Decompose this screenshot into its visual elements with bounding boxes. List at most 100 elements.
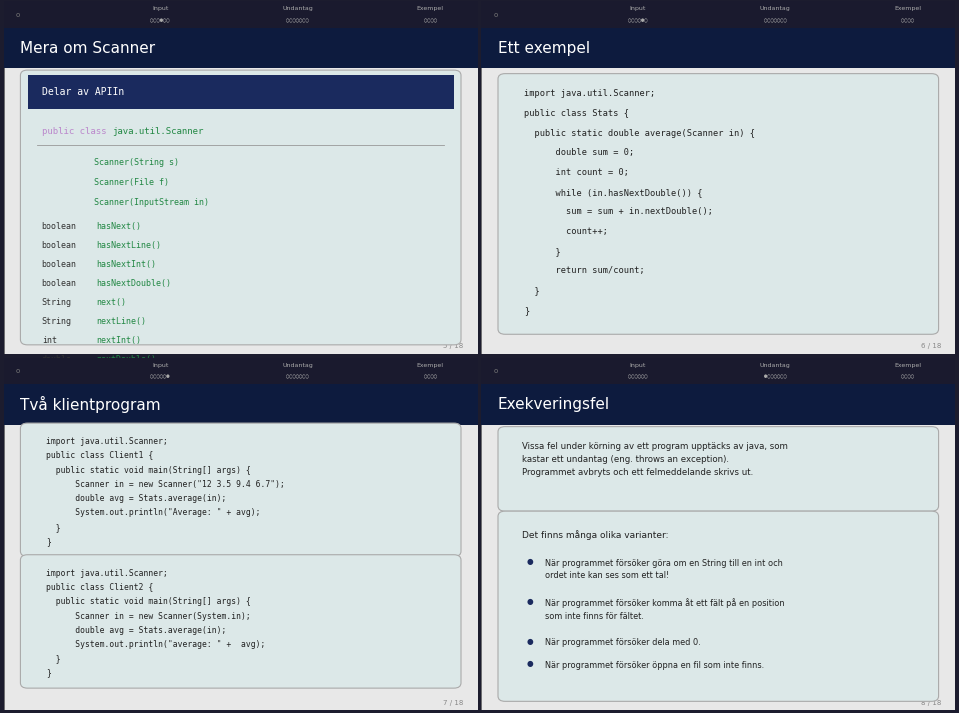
Text: Scanner in = new Scanner(System.in);: Scanner in = new Scanner(System.in);	[46, 612, 251, 620]
Bar	[481, 1, 955, 28]
Bar	[4, 1, 478, 28]
Text: Scanner(File f): Scanner(File f)	[94, 178, 169, 187]
Text: while (in.hasNextDouble()) {: while (in.hasNextDouble()) {	[524, 188, 703, 197]
Text: nextInt(): nextInt()	[96, 336, 141, 345]
Text: ●: ●	[526, 637, 533, 645]
Text: }: }	[46, 523, 61, 532]
Text: public static void main(String[] args) {: public static void main(String[] args) {	[46, 466, 251, 475]
Text: Input: Input	[152, 363, 169, 368]
Text: Delar av APIIn: Delar av APIIn	[42, 87, 124, 97]
Text: ○○○○: ○○○○	[424, 374, 436, 379]
Text: double sum = 0;: double sum = 0;	[524, 148, 634, 158]
Text: ○○○○: ○○○○	[901, 18, 914, 23]
Text: ○○○○: ○○○○	[901, 374, 914, 379]
Text: hasNext(): hasNext()	[96, 222, 141, 230]
Text: hasNextLine(): hasNextLine()	[96, 241, 161, 250]
Text: int: int	[42, 336, 57, 345]
Text: nextLine(): nextLine()	[96, 317, 146, 326]
Text: }: }	[46, 669, 52, 677]
Text: public class Stats {: public class Stats {	[524, 109, 629, 118]
Text: Scanner in = new Scanner("12 3.5 9.4 6.7");: Scanner in = new Scanner("12 3.5 9.4 6.7…	[46, 480, 286, 489]
Text: ●: ●	[526, 557, 533, 566]
Text: double: double	[42, 355, 72, 364]
Text: double avg = Stats.average(in);: double avg = Stats.average(in);	[46, 626, 227, 635]
Text: ●: ●	[526, 660, 533, 668]
FancyBboxPatch shape	[20, 423, 461, 556]
Text: Undantag: Undantag	[282, 363, 313, 368]
Text: hasNextInt(): hasNextInt()	[96, 260, 156, 269]
Bar	[4, 28, 478, 68]
Text: Mera om Scanner: Mera om Scanner	[20, 41, 155, 56]
Text: Input: Input	[629, 6, 646, 11]
Bar	[4, 358, 478, 384]
Text: 8 / 18: 8 / 18	[921, 700, 941, 706]
Bar	[481, 358, 955, 384]
Text: }: }	[524, 306, 529, 315]
Text: Ett exempel: Ett exempel	[498, 41, 590, 56]
Text: public class: public class	[42, 127, 111, 136]
Text: ○○○○●○: ○○○○●○	[628, 18, 647, 23]
Text: sum = sum + in.nextDouble();: sum = sum + in.nextDouble();	[524, 207, 713, 217]
Text: import java.util.Scanner;: import java.util.Scanner;	[46, 569, 169, 578]
Text: ○○○○○○: ○○○○○○	[628, 374, 647, 379]
Text: ○○○○: ○○○○	[424, 18, 436, 23]
Text: Undantag: Undantag	[282, 6, 313, 11]
Text: next(): next()	[96, 298, 127, 307]
Text: o: o	[493, 368, 498, 374]
Text: Input: Input	[629, 363, 646, 368]
FancyBboxPatch shape	[20, 70, 461, 345]
Text: String: String	[42, 317, 72, 326]
Text: Exekveringsfel: Exekveringsfel	[498, 397, 610, 412]
Text: }: }	[524, 286, 540, 295]
Text: import java.util.Scanner;: import java.util.Scanner;	[46, 437, 169, 446]
Bar	[4, 384, 478, 425]
Text: När programmet försöker göra om en String till en int och
ordet inte kan ses som: När programmet försöker göra om en Strin…	[546, 559, 784, 580]
Text: Undantag: Undantag	[760, 363, 790, 368]
Text: java.util.Scanner: java.util.Scanner	[112, 127, 203, 136]
Text: boolean: boolean	[42, 279, 77, 288]
Text: Scanner(InputStream in): Scanner(InputStream in)	[94, 198, 209, 207]
Text: Två klientprogram: Två klientprogram	[20, 396, 161, 413]
Text: }: }	[46, 655, 61, 663]
Text: ○○○○○○○: ○○○○○○○	[286, 374, 309, 379]
Text: När programmet försöker komma åt ett fält på en position
som inte finns för fält: När programmet försöker komma åt ett fäl…	[546, 598, 785, 620]
Text: boolean: boolean	[42, 241, 77, 250]
Text: Exempel: Exempel	[417, 363, 444, 368]
Text: public class Client2 {: public class Client2 {	[46, 583, 153, 592]
Text: ○○○○○●: ○○○○○●	[151, 374, 170, 379]
Text: System.out.println("average: " +  avg);: System.out.println("average: " + avg);	[46, 640, 266, 649]
Text: Scanner(String s): Scanner(String s)	[94, 158, 178, 167]
Text: 5 / 18: 5 / 18	[443, 344, 463, 349]
Bar	[481, 384, 955, 425]
FancyBboxPatch shape	[498, 73, 939, 334]
Text: ○○○○○○○: ○○○○○○○	[763, 18, 786, 23]
Text: När programmet försöker öppna en fil som inte finns.: När programmet försöker öppna en fil som…	[546, 661, 764, 670]
Text: int count = 0;: int count = 0;	[524, 168, 629, 177]
Text: 6 / 18: 6 / 18	[921, 344, 941, 349]
Text: 7 / 18: 7 / 18	[443, 700, 463, 706]
Text: ●○○○○○○: ●○○○○○○	[763, 374, 786, 379]
Text: Input: Input	[152, 6, 169, 11]
Text: ○○○●○○: ○○○●○○	[151, 18, 170, 23]
Text: public static double average(Scanner in) {: public static double average(Scanner in)…	[524, 129, 755, 138]
Text: När programmet försöker dela med 0.: När programmet försöker dela med 0.	[546, 638, 701, 647]
Text: Vissa fel under körning av ett program upptäcks av java, som
kastar ett undantag: Vissa fel under körning av ett program u…	[522, 443, 787, 477]
Text: hasNextDouble(): hasNextDouble()	[96, 279, 172, 288]
Text: import java.util.Scanner;: import java.util.Scanner;	[524, 90, 655, 98]
Text: Exempel: Exempel	[895, 363, 922, 368]
Text: count++;: count++;	[524, 227, 608, 236]
Text: o: o	[15, 368, 20, 374]
Text: boolean: boolean	[42, 222, 77, 230]
Text: Exempel: Exempel	[417, 6, 444, 11]
Text: public static void main(String[] args) {: public static void main(String[] args) {	[46, 597, 251, 606]
FancyBboxPatch shape	[498, 511, 939, 702]
Text: boolean: boolean	[42, 260, 77, 269]
Text: ○○○○○○○: ○○○○○○○	[286, 18, 309, 23]
Text: nextDouble(): nextDouble()	[96, 355, 156, 364]
Text: Undantag: Undantag	[760, 6, 790, 11]
Text: String: String	[42, 298, 72, 307]
Text: o: o	[493, 11, 498, 18]
FancyBboxPatch shape	[498, 426, 939, 511]
Bar	[481, 28, 955, 68]
Text: Exempel: Exempel	[895, 6, 922, 11]
